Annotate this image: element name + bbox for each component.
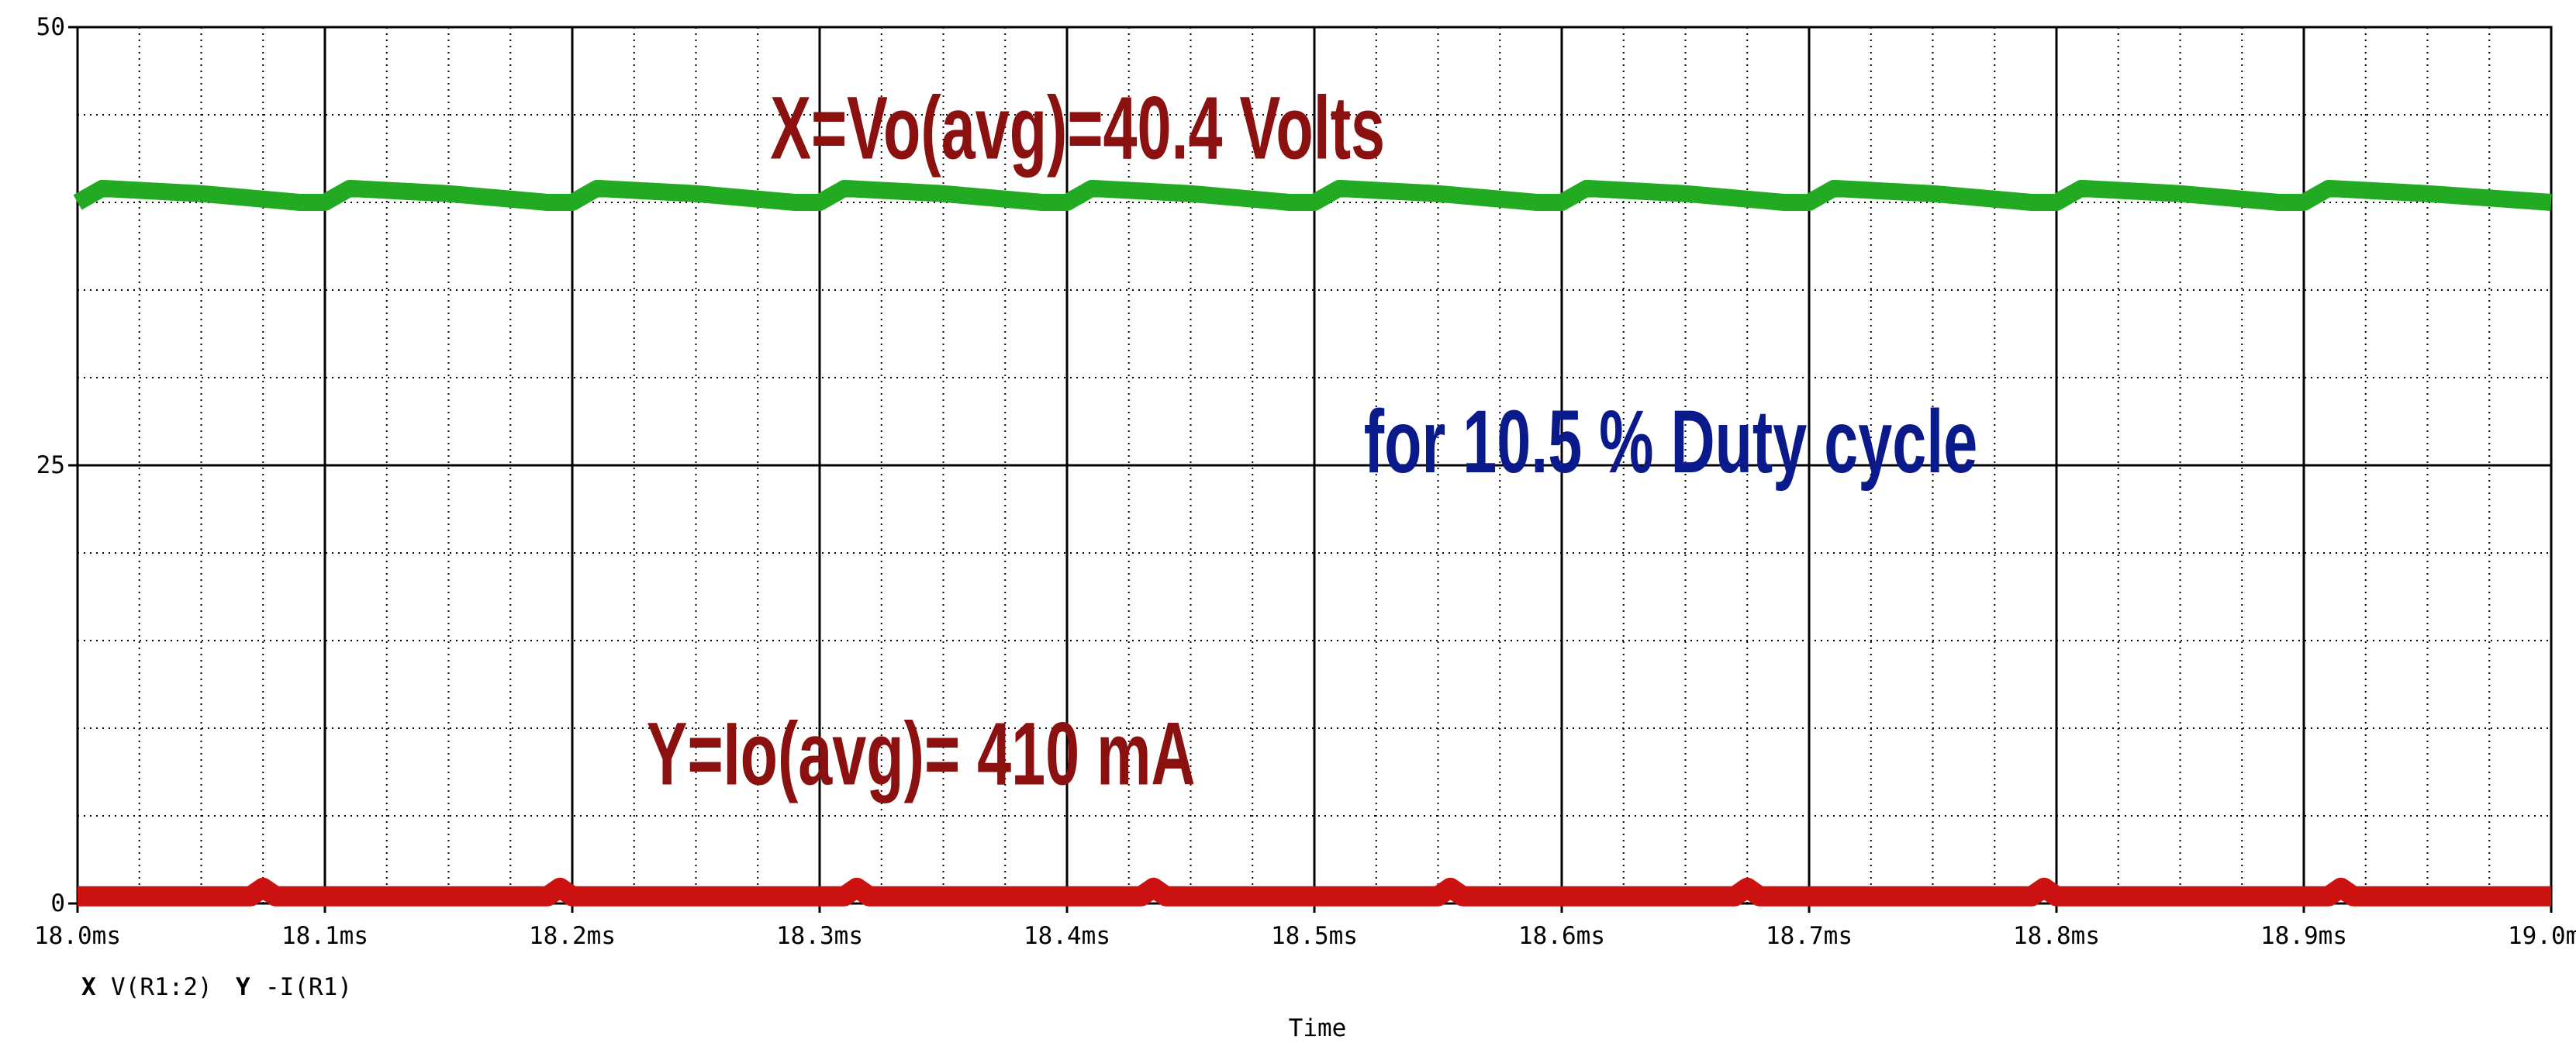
annotation-0: X=Vo(avg)=40.4 Volts (770, 78, 1385, 178)
series-layer (73, 179, 2552, 907)
x-tick-label: 18.8ms (2013, 922, 2100, 950)
x-tick-label: 18.2ms (529, 922, 616, 950)
x-axis-ticks: 18.0ms 18.1ms 18.2ms 18.3ms 18.4ms 18.5ms 18.6… (34, 903, 2576, 950)
x-tick-label: 18.0ms (34, 922, 121, 950)
legend: X V(R1:2) Y -I(R1) (81, 973, 352, 1001)
x-tick-label: 19.0ms (2508, 922, 2576, 950)
annotations: X=Vo(avg)=40.4 Volts for 10.5 % Duty cycl… (647, 78, 1978, 803)
x-tick-label: 18.7ms (1766, 922, 1853, 950)
annotation-1: for 10.5 % Duty cycle (1364, 392, 1977, 491)
series-line-0 (73, 179, 2552, 211)
legend-marker: Y (236, 973, 250, 1001)
x-tick-label: 18.4ms (1024, 922, 1110, 950)
y-tick-label: 0 (50, 890, 65, 917)
x-tick-label: 18.1ms (281, 922, 368, 950)
legend-label: -I(R1) (265, 973, 352, 1001)
x-tick-label: 18.5ms (1271, 922, 1358, 950)
x-tick-label: 18.6ms (1518, 922, 1605, 950)
legend-label: V(R1:2) (111, 973, 212, 1001)
annotation-2: Y=Io(avg)= 410 mA (647, 704, 1196, 803)
legend-marker: X (81, 973, 96, 1001)
series-line-1 (78, 877, 2551, 907)
x-tick-label: 18.3ms (776, 922, 863, 950)
y-axis-ticks: 0 25 50 (36, 13, 78, 917)
y-tick-label: 25 (36, 451, 65, 479)
x-axis-label: Time (1289, 1014, 1347, 1042)
y-tick-label: 50 (36, 13, 65, 41)
x-tick-label: 18.9ms (2260, 922, 2347, 950)
